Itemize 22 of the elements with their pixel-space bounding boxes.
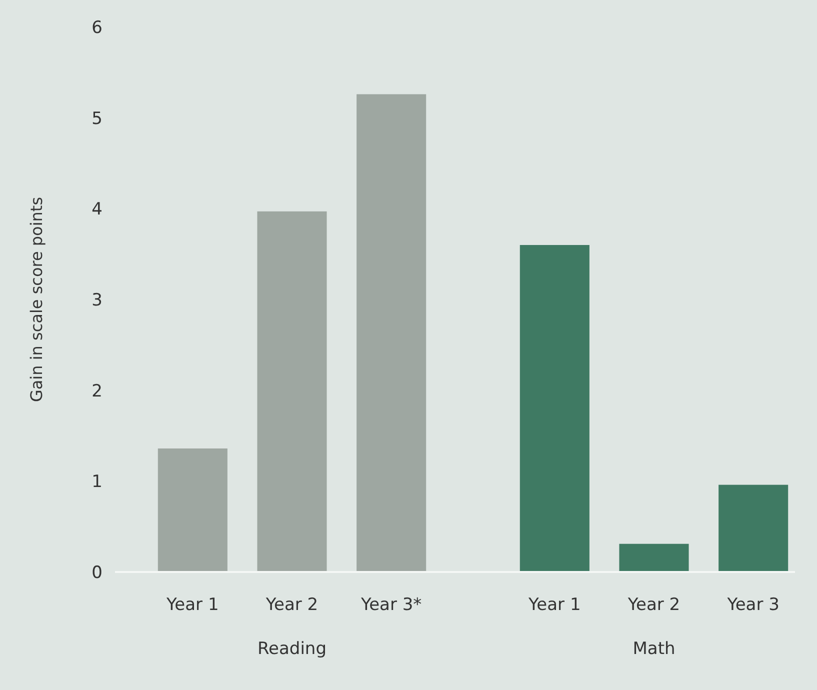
x-tick-label: Year 3 [726, 595, 780, 615]
text: Math [632, 639, 676, 659]
bar [520, 245, 590, 572]
bar [619, 544, 689, 572]
x-tick-label: Year 1 [166, 595, 219, 615]
bar [257, 211, 327, 572]
bar [158, 448, 228, 572]
bar [356, 94, 426, 572]
x-tick-label: Year 1 [528, 595, 581, 615]
y-tick-label: 0 [92, 562, 102, 583]
y-tick-label: 1 [92, 472, 102, 492]
x-tick-label: Year 2 [264, 595, 318, 615]
y-tick-label: 6 [92, 18, 102, 38]
x-tick-label: Year 3* [360, 595, 422, 615]
x-tick-label: Year 2 [626, 595, 680, 615]
y-tick-label: 2 [92, 381, 102, 402]
y-tick-label: 5 [92, 108, 102, 129]
y-tick-label: 4 [92, 200, 102, 220]
text: Reading [257, 639, 327, 659]
y-axis-title: Gain in scale score points [27, 196, 46, 402]
y-tick-label: 3 [92, 290, 102, 310]
bar [718, 484, 788, 572]
